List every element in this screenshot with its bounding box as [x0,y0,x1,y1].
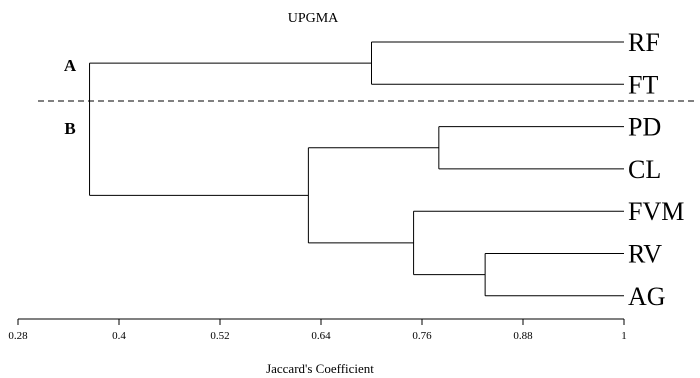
x-tick-label: 0.64 [311,330,331,342]
x-axis-label: Jaccard's Coefficient [266,361,374,376]
x-tick-label: 0.52 [210,330,229,342]
x-tick-label: 0.88 [513,330,533,342]
x-tick-label: 0.76 [412,330,432,342]
leaf-label-rv: RV [628,240,662,269]
x-tick-label: 0.28 [8,330,28,342]
leaf-labels: RF FT PD CL FVM RV AG [628,28,684,311]
leaf-label-ft: FT [628,70,658,99]
chart-title: UPGMA [288,11,339,26]
leaf-label-rf: RF [628,28,660,57]
x-axis-ticks: 0.28 0.4 0.52 0.64 0.76 0.88 1 [8,319,627,342]
dendrogram-tree [89,41,624,297]
leaf-label-fvm: FVM [628,197,684,226]
leaf-label-ag: AG [628,282,666,311]
x-tick-label: 0.4 [112,330,126,342]
leaf-label-cl: CL [628,155,661,184]
x-tick-label: 1 [621,330,627,342]
group-label-b: B [64,119,75,138]
leaf-label-pd: PD [628,113,661,142]
group-label-a: A [64,56,77,75]
